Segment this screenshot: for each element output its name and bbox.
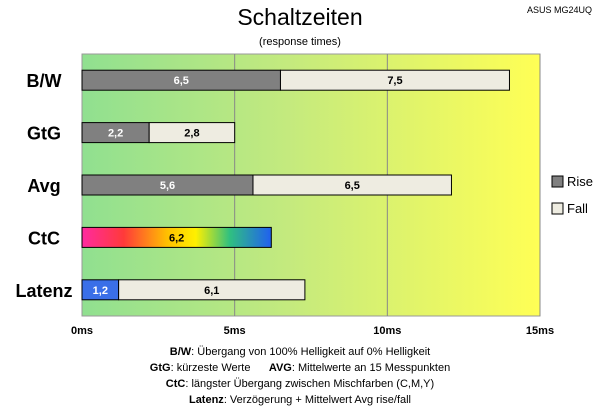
- note-bw: B/W: Übergang von 100% Helligkeit auf 0%…: [169, 346, 431, 358]
- data-label-rise: 6,2: [169, 232, 184, 244]
- data-label-fall: 2,8: [184, 128, 199, 140]
- data-label-fall: 6,5: [345, 180, 360, 192]
- chart-title: Schaltzeiten: [237, 4, 363, 30]
- legend-label: Fall: [567, 201, 588, 216]
- bar-fall: [252, 174, 452, 196]
- x-tick-label: 5ms: [224, 325, 246, 337]
- response-time-chart: 0ms 5ms 10ms 15ms B/W 6,5 7,5 GtG 2,2 2,8 Avg 5,6 6,…: [15, 53, 593, 337]
- legend-swatch: [551, 175, 564, 188]
- x-tick-label: 15ms: [526, 325, 554, 337]
- monitor-model: ASUS MG24UQ: [526, 5, 592, 15]
- chart-subtitle: (response times): [259, 36, 341, 48]
- bar-fall: [148, 122, 236, 144]
- data-label-rise: 1,2: [93, 285, 108, 297]
- category-label: B/W: [27, 71, 62, 91]
- note-gtg-avg: GtG: kürzeste Werte AVG: Mittelwerte an …: [149, 362, 451, 374]
- data-label-rise: 5,6: [160, 180, 175, 192]
- note-ctc: CtC: längster Übergang zwischen Mischfar…: [165, 378, 435, 390]
- legend-label: Rise: [567, 174, 593, 189]
- bar-rise: [81, 226, 272, 248]
- data-label-rise: 6,5: [174, 75, 189, 87]
- category-label: Latenz: [15, 281, 72, 301]
- category-label: GtG: [27, 124, 61, 144]
- bar-fall: [279, 69, 510, 91]
- data-label-rise: 2,2: [108, 128, 123, 140]
- note-latenz: Latenz: Verzögerung + Mittelwert Avg ris…: [188, 394, 412, 406]
- category-label: CtC: [28, 228, 60, 248]
- footnotes: B/W: Übergang von 100% Helligkeit auf 0%…: [0, 344, 600, 408]
- legend-swatch: [551, 202, 564, 215]
- x-tick-label: 0ms: [71, 325, 93, 337]
- bar-fall: [118, 279, 306, 301]
- category-label: Avg: [27, 176, 60, 196]
- data-label-fall: 6,1: [204, 285, 219, 297]
- x-tick-label: 10ms: [373, 325, 401, 337]
- data-label-fall: 7,5: [387, 75, 402, 87]
